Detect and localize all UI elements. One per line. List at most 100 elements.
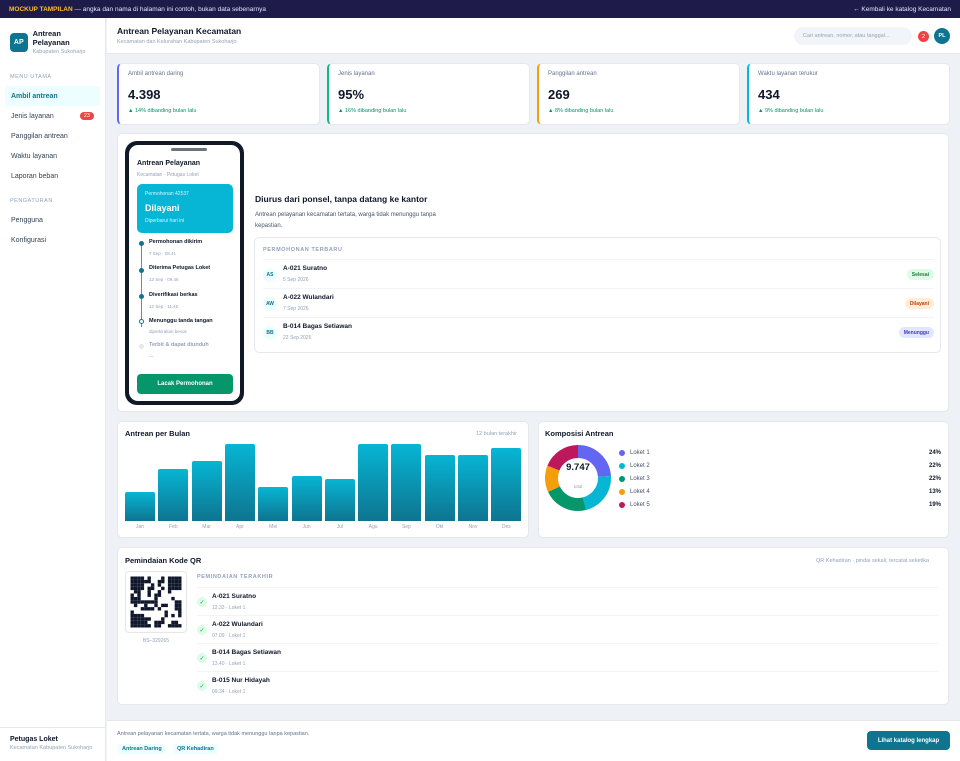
x-tick-label: Des	[501, 524, 511, 530]
request-status-card: Permohonan 42537 Dilayani Diperbarui har…	[137, 184, 233, 233]
avatar: BB	[263, 326, 277, 340]
sidebar-item-label: Ambil antrean	[11, 92, 58, 100]
avatar[interactable]: PL	[934, 28, 950, 44]
list-item[interactable]: ✓ A-022 Wulandari 07.09 · Loket 1	[197, 615, 938, 643]
sidebar-item-laporan-beban[interactable]: Laporan beban	[5, 166, 100, 186]
kpi-value: 95%	[338, 87, 365, 102]
kpi-value: 434	[758, 87, 780, 102]
check-icon: ✓	[197, 625, 207, 635]
sidebar-item-label: Waktu layanan	[11, 152, 58, 160]
x-tick-label: Agu	[368, 524, 378, 530]
scan-meta: 07.09 · Loket 1	[212, 633, 246, 639]
qr-code-icon	[130, 576, 182, 628]
qr-code-id: BS–329265	[142, 638, 170, 644]
legend-label: Loket 3	[630, 475, 650, 482]
sidebar-item-label: Pengguna	[11, 216, 43, 224]
app-logo: AP	[10, 32, 28, 52]
hero-heading: Diurus dari ponsel, tanpa datang ke kant…	[255, 194, 428, 204]
banner-note: — angka dan nama di halaman ini contoh, …	[74, 5, 267, 13]
phone-mockup: Antrean Pelayanan Kecamatan · Petugas Lo…	[125, 141, 244, 405]
track-request-button[interactable]: Lacak Permohonan	[137, 374, 233, 394]
page-header: Antrean Pelayanan Kecamatan Kecamatan da…	[107, 18, 960, 54]
page-title: Antrean Pelayanan Kecamatan	[117, 26, 242, 36]
user-name: Petugas Loket	[10, 736, 58, 743]
timeline-dot	[139, 241, 144, 246]
recent-requests-heading: PERMOHONAN TERBARU	[263, 247, 343, 253]
table-row[interactable]: BB B-014 Bagas Setiawan 22 Sep 2026 Menu…	[263, 317, 934, 346]
back-to-catalog-link[interactable]: ← Kembali ke katalog Kecamatan	[853, 5, 951, 13]
status-badge: Selesai	[906, 269, 934, 280]
timeline-dot-pending	[139, 344, 144, 349]
bar-chart-range-note: 12 bulan terakhir	[476, 431, 517, 437]
list-item[interactable]: ✓ A-021 Suratno 12.33 · Loket 1	[197, 587, 938, 615]
bar-chart-title: Antrean per Bulan	[125, 429, 191, 438]
phone-screen: Antrean Pelayanan Kecamatan · Petugas Lo…	[129, 145, 240, 401]
bar-des	[491, 447, 522, 521]
request-date: 22 Sep 2026	[283, 335, 312, 341]
bar-feb	[158, 468, 189, 521]
legend-label: Loket 1	[630, 449, 650, 456]
list-item[interactable]: ✓ B-015 Nur Hidayah 09.34 · Loket 1	[197, 671, 938, 699]
check-icon: ✓	[197, 681, 207, 691]
qr-card-note: QR Kehadiran · pindai sekali, tercatat s…	[816, 558, 930, 564]
sidebar-item-waktu-layanan[interactable]: Waktu layanan	[5, 146, 100, 166]
status-badge: Dilayani	[904, 298, 934, 309]
sidebar-item-konfigurasi[interactable]: Konfigurasi	[5, 230, 100, 250]
sidebar-item-ambil-antrean[interactable]: Ambil antrean	[5, 86, 100, 106]
legend-swatch	[619, 449, 625, 456]
sidebar-item-jenis-layanan[interactable]: Jenis layanan 23	[5, 106, 100, 126]
recent-scans-heading: PEMINDAIAN TERAKHIR	[197, 574, 274, 580]
sidebar-item-panggilan-antrean[interactable]: Panggilan antrean	[5, 126, 100, 146]
menu-section-label: MENU UTAMA	[10, 74, 52, 80]
sidebar-item-label: Laporan beban	[11, 172, 59, 180]
banner-tag: MOCKUP TAMPILAN	[9, 5, 73, 13]
x-tick-label: Jun	[302, 524, 311, 530]
timeline-step-time: 12 Sep · 11.45	[149, 304, 179, 309]
x-tick-label: Feb	[168, 524, 178, 530]
donut-chart-title: Komposisi Antrean	[545, 429, 614, 438]
scan-meta: 12.33 · Loket 1	[212, 605, 246, 611]
kpi-delta: ▲ 9% dibanding bulan lalu	[758, 108, 824, 114]
table-row[interactable]: AS A-021 Suratno 5 Sep 2026 Selesai	[263, 259, 934, 288]
kpi-value: 269	[548, 87, 570, 102]
scan-meta: 13.40 · Loket 1	[212, 661, 246, 667]
sidebar-item-pengguna[interactable]: Pengguna	[5, 210, 100, 230]
kpi-delta: ▲ 16% dibanding bulan lalu	[338, 108, 407, 114]
bar-jul	[324, 479, 355, 521]
request-number: Permohonan 42537	[145, 191, 189, 197]
scan-name: B-015 Nur Hidayah	[212, 677, 270, 684]
current-user: Petugas Loket Kecamatan Kabupaten Sukoha…	[0, 727, 105, 761]
sidebar-item-label: Panggilan antrean	[11, 132, 68, 140]
legend-percent: 22%	[928, 475, 941, 482]
legend-swatch	[619, 462, 625, 469]
request-name: B-014 Bagas Setiawan	[283, 323, 353, 330]
avatar: AW	[263, 297, 277, 311]
timeline-dot-current	[139, 319, 144, 324]
timeline-step-time: 12 Sep · 09.46	[149, 277, 179, 282]
x-tick-label: Apr	[236, 524, 244, 530]
request-name: A-022 Wulandari	[283, 294, 334, 301]
timeline-step-time: 7 Sep · 08.41	[149, 251, 177, 256]
timeline-step-title: Diterima Petugas Loket	[149, 265, 211, 271]
list-item[interactable]: ✓ B-014 Bagas Setiawan 13.40 · Loket 1	[197, 643, 938, 671]
table-row[interactable]: AW A-022 Wulandari 7 Sep 2026 Dilayani	[263, 288, 934, 317]
view-catalog-button[interactable]: Lihat katalog lengkap	[867, 731, 950, 750]
legend-swatch	[619, 488, 625, 495]
notification-badge[interactable]: 2	[918, 31, 929, 42]
search-input[interactable]: Cari antrean, nomor, atau tanggal...	[794, 27, 912, 45]
kpi-label: Waktu layanan terukur	[758, 71, 818, 77]
phone-notch	[171, 148, 207, 151]
x-tick-label: Sep	[401, 524, 411, 530]
legend-item: Loket 5 19%	[619, 498, 941, 511]
timeline-dot	[139, 268, 144, 273]
donut-chart	[545, 445, 611, 511]
timeline-line	[141, 243, 142, 327]
sidebar-item-label: Jenis layanan	[11, 112, 54, 120]
kpi-card-jenis-layanan: Jenis layanan 95% ▲ 16% dibanding bulan …	[327, 63, 530, 125]
phone-app-title: Antrean Pelayanan	[137, 160, 201, 167]
kpi-label: Ambil antrean daring	[128, 71, 184, 77]
legend-item: Loket 2 22%	[619, 459, 941, 472]
legend-percent: 22%	[928, 462, 941, 469]
scan-name: A-022 Wulandari	[212, 621, 263, 628]
brand: AP Antrean Pelayanan Kabupaten Sukoharjo	[0, 18, 105, 66]
